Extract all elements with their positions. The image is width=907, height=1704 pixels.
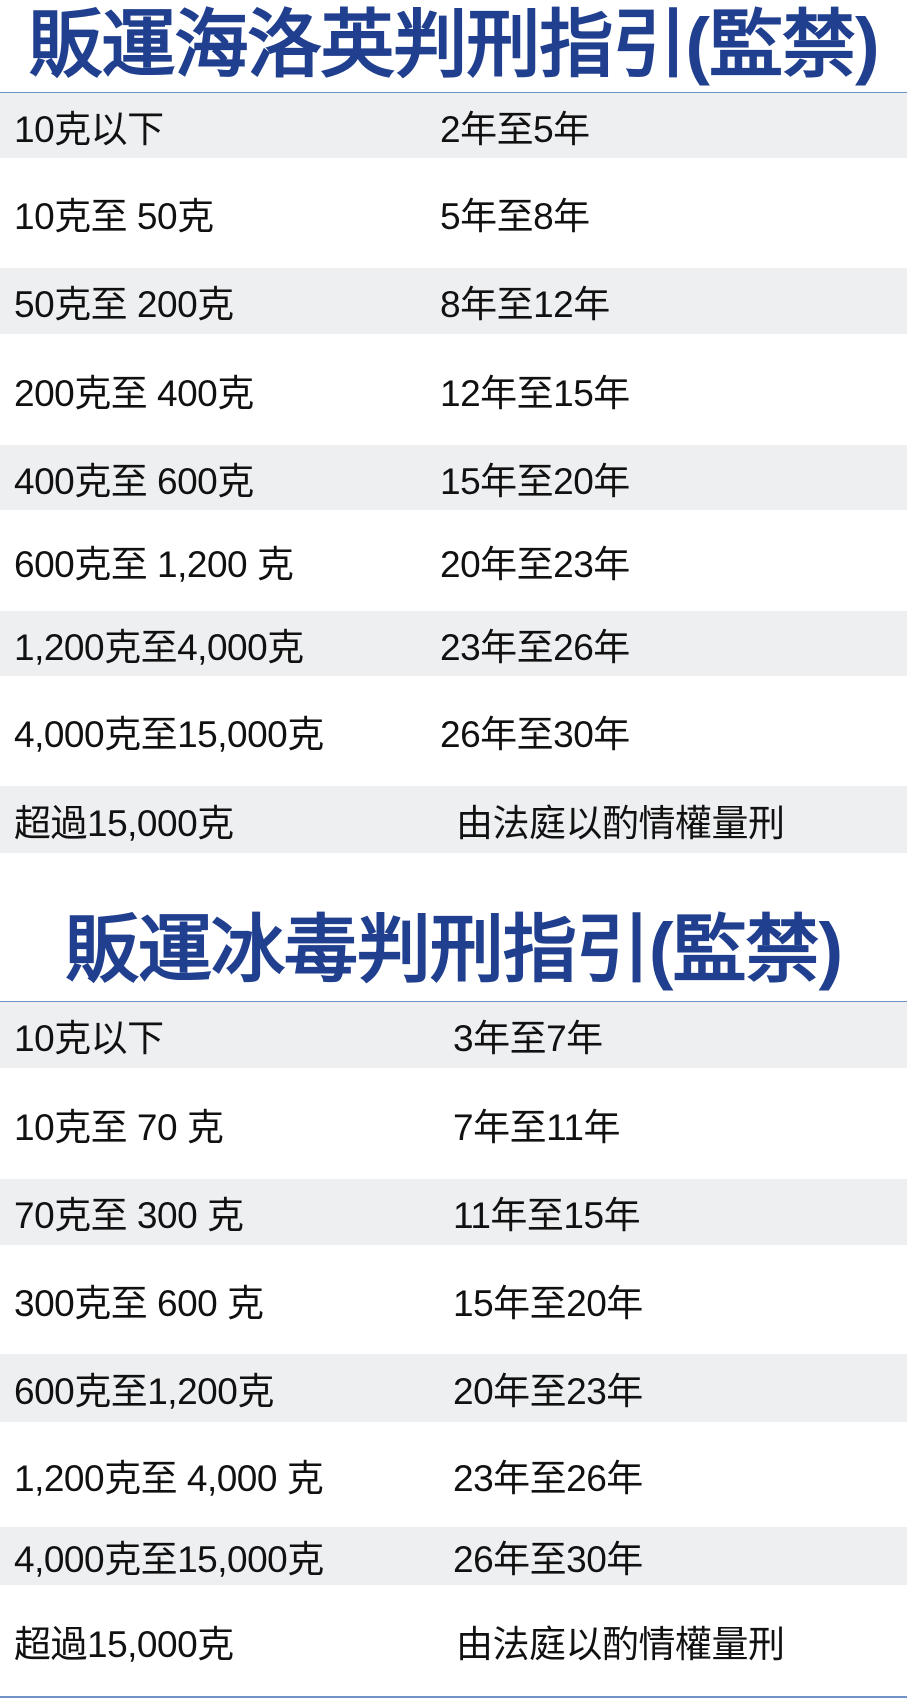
table-row: 4,000克至15,000克 26年至30年 bbox=[0, 676, 907, 786]
sentence-cell: 5年至8年 bbox=[440, 196, 590, 237]
quantity-cell: 10克以下 bbox=[14, 108, 164, 150]
table-row: 300克至 600 克 15年至20年 bbox=[0, 1245, 907, 1354]
quantity-cell: 1,200克至 4,000 克 bbox=[14, 1457, 324, 1499]
sentence-cell: 15年至20年 bbox=[440, 460, 630, 502]
quantity-cell: 50克至 200克 bbox=[14, 284, 234, 325]
sentence-cell: 20年至23年 bbox=[440, 543, 630, 585]
table-row: 10克以下 3年至7年 bbox=[0, 1002, 907, 1068]
quantity-cell: 70克至 300 克 bbox=[14, 1195, 244, 1236]
table-row: 200克至 400克 12年至15年 bbox=[0, 334, 907, 445]
quantity-cell: 超過15,000克 bbox=[14, 1623, 234, 1665]
quantity-cell: 4,000克至15,000克 bbox=[14, 1539, 324, 1580]
table-row: 10克至 70 克 7年至11年 bbox=[0, 1068, 907, 1179]
sentence-cell: 3年至7年 bbox=[453, 1018, 603, 1059]
divider bbox=[0, 1696, 907, 1698]
sentence-cell: 23年至26年 bbox=[453, 1457, 643, 1499]
quantity-cell: 4,000克至15,000克 bbox=[14, 714, 324, 755]
table-row: 4,000克至15,000克 26年至30年 bbox=[0, 1527, 907, 1585]
table-row: 1,200克至4,000克 23年至26年 bbox=[0, 611, 907, 676]
table-row: 1,200克至 4,000 克 23年至26年 bbox=[0, 1422, 907, 1527]
sentence-cell: 11年至15年 bbox=[453, 1195, 641, 1236]
sentence-cell: 15年至20年 bbox=[453, 1282, 643, 1324]
quantity-cell: 600克至1,200克 bbox=[14, 1371, 274, 1412]
sentence-cell: 由法庭以酌情權量刑 bbox=[456, 802, 785, 844]
table-row: 超過15,000克 由法庭以酌情權量刑 bbox=[0, 786, 907, 853]
table-title: 販運海洛英判刑指引(監禁) bbox=[28, 3, 879, 86]
table-row: 600克至 1,200 克 20年至23年 bbox=[0, 510, 907, 611]
quantity-cell: 300克至 600 克 bbox=[14, 1282, 264, 1324]
sentence-cell: 20年至23年 bbox=[453, 1371, 643, 1412]
table-row: 10克至 50克 5年至8年 bbox=[0, 158, 907, 268]
quantity-cell: 600克至 1,200 克 bbox=[14, 543, 294, 585]
quantity-cell: 400克至 600克 bbox=[14, 460, 254, 502]
sentence-cell: 26年至30年 bbox=[453, 1539, 643, 1580]
table-row: 600克至1,200克 20年至23年 bbox=[0, 1354, 907, 1422]
sentence-cell: 8年至12年 bbox=[440, 284, 610, 325]
table-row: 70克至 300 克 11年至15年 bbox=[0, 1179, 907, 1245]
quantity-cell: 10克至 70 克 bbox=[14, 1106, 224, 1148]
table-row: 超過15,000克 由法庭以酌情權量刑 bbox=[0, 1585, 907, 1696]
quantity-cell: 1,200克至4,000克 bbox=[14, 626, 304, 668]
sentence-cell: 23年至26年 bbox=[440, 626, 630, 668]
quantity-cell: 超過15,000克 bbox=[14, 802, 234, 844]
sentence-cell: 26年至30年 bbox=[440, 714, 630, 755]
table-row: 400克至 600克 15年至20年 bbox=[0, 445, 907, 510]
table-row: 50克至 200克 8年至12年 bbox=[0, 268, 907, 334]
table-row: 10克以下 2年至5年 bbox=[0, 93, 907, 158]
quantity-cell: 10克以下 bbox=[14, 1018, 164, 1059]
table-title: 販運冰毒判刑指引(監禁) bbox=[64, 908, 843, 991]
sentence-cell: 2年至5年 bbox=[440, 108, 590, 150]
quantity-cell: 200克至 400克 bbox=[14, 372, 254, 414]
sentence-cell: 12年至15年 bbox=[440, 372, 630, 414]
sentence-cell: 由法庭以酌情權量刑 bbox=[456, 1623, 785, 1665]
sentence-cell: 7年至11年 bbox=[453, 1106, 621, 1148]
quantity-cell: 10克至 50克 bbox=[14, 196, 214, 237]
